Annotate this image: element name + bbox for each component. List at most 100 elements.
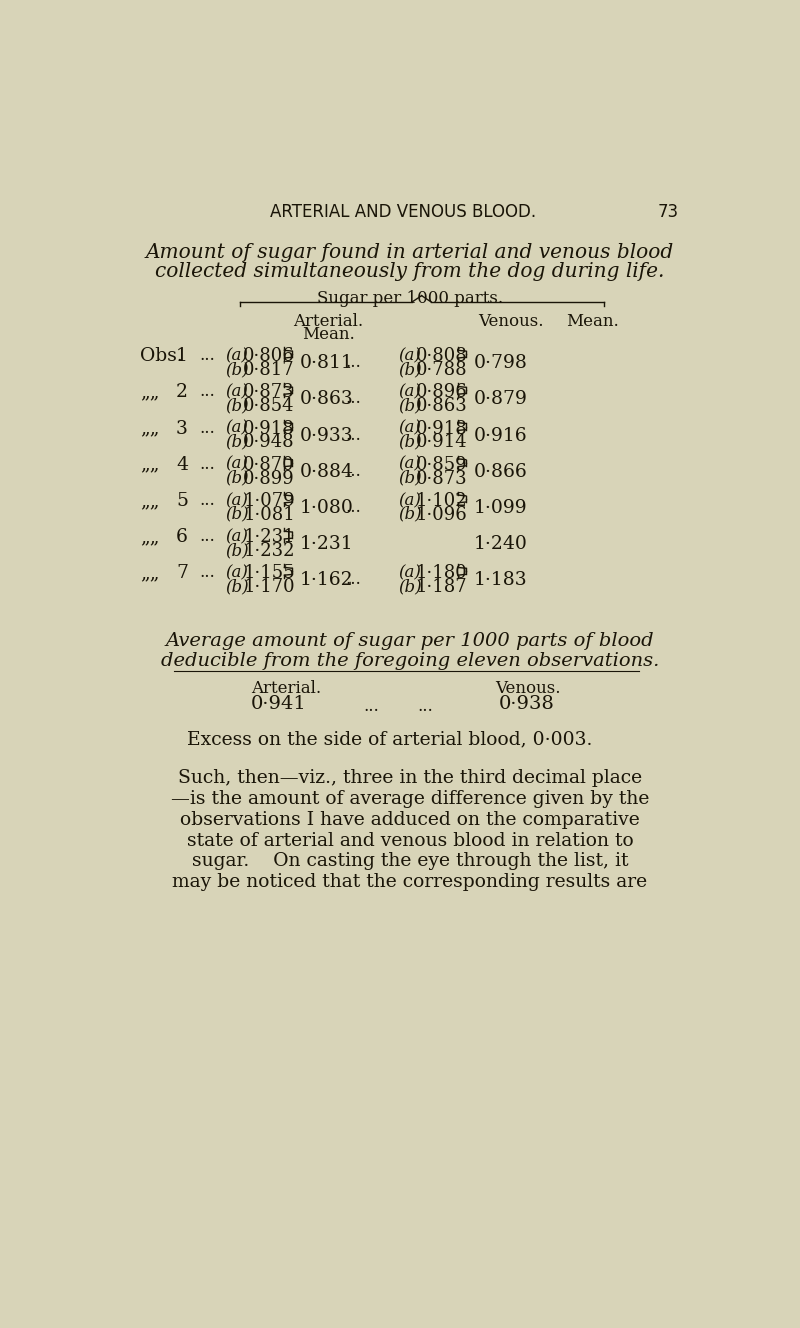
- Text: (b): (b): [226, 470, 249, 486]
- Text: 1·240: 1·240: [474, 535, 527, 554]
- Text: 1·080: 1·080: [300, 499, 354, 517]
- Text: ...: ...: [418, 697, 434, 714]
- Text: ...: ...: [199, 420, 215, 437]
- Text: Excess on the side of arterial blood, 0·003.: Excess on the side of arterial blood, 0·…: [187, 730, 592, 749]
- Text: (b): (b): [226, 397, 249, 414]
- Text: Amount of sugar found in arterial and venous blood: Amount of sugar found in arterial and ve…: [146, 243, 674, 262]
- Text: 73: 73: [658, 203, 679, 222]
- Text: ...: ...: [199, 564, 215, 582]
- Text: 0·859: 0·859: [416, 456, 468, 474]
- Text: (b): (b): [398, 397, 422, 414]
- Text: sugar.    On casting the eye through the list, it: sugar. On casting the eye through the li…: [192, 853, 628, 870]
- Text: (a): (a): [226, 420, 249, 437]
- Text: „„: „„: [140, 456, 160, 474]
- Text: 1·231: 1·231: [243, 529, 295, 546]
- Text: ...: ...: [345, 390, 361, 408]
- Text: ...: ...: [345, 355, 361, 371]
- Text: (a): (a): [226, 456, 249, 473]
- Text: 0·788: 0·788: [416, 361, 468, 378]
- Text: 1·081: 1·081: [243, 506, 295, 523]
- Text: 0·899: 0·899: [243, 470, 295, 487]
- Text: 0·884: 0·884: [300, 462, 354, 481]
- Text: (b): (b): [398, 433, 422, 450]
- Text: 0·854: 0·854: [243, 397, 295, 416]
- Text: Venous.: Venous.: [495, 680, 561, 697]
- Text: Such, then—viz., three in the third decimal place: Such, then—viz., three in the third deci…: [178, 769, 642, 788]
- Text: „„: „„: [140, 564, 160, 583]
- Text: 0·863: 0·863: [416, 397, 468, 416]
- Text: 3: 3: [176, 420, 188, 438]
- Text: 0·870: 0·870: [243, 456, 295, 474]
- Text: 0·914: 0·914: [416, 433, 468, 452]
- Text: (b): (b): [226, 433, 249, 450]
- Text: 1·162: 1·162: [300, 571, 354, 590]
- Text: 1·102: 1·102: [416, 491, 468, 510]
- Text: 0·879: 0·879: [474, 390, 527, 408]
- Text: Venous.: Venous.: [478, 313, 543, 331]
- Text: 0·798: 0·798: [474, 355, 527, 372]
- Text: Arterial.: Arterial.: [294, 313, 364, 331]
- Text: „„: „„: [140, 529, 160, 546]
- Text: 0·873: 0·873: [416, 470, 468, 487]
- Text: 5: 5: [176, 491, 188, 510]
- Text: 1·079: 1·079: [243, 491, 295, 510]
- Text: Mean.: Mean.: [302, 325, 355, 343]
- Text: 0·806: 0·806: [243, 347, 295, 365]
- Text: 0·808: 0·808: [416, 347, 468, 365]
- Text: 0·948: 0·948: [243, 433, 295, 452]
- Text: ARTERIAL AND VENOUS BLOOD.: ARTERIAL AND VENOUS BLOOD.: [270, 203, 537, 222]
- Text: 1·183: 1·183: [474, 571, 527, 590]
- Text: 1·180: 1·180: [416, 564, 468, 583]
- Text: —is the amount of average difference given by the: —is the amount of average difference giv…: [171, 790, 649, 807]
- Text: 1·099: 1·099: [474, 499, 527, 517]
- Text: 0·933: 0·933: [300, 426, 354, 445]
- Text: ...: ...: [363, 697, 379, 714]
- Text: 0·916: 0·916: [474, 426, 527, 445]
- Text: (a): (a): [398, 384, 422, 401]
- Text: 0·938: 0·938: [499, 696, 555, 713]
- Text: Arterial.: Arterial.: [251, 680, 322, 697]
- Text: ...: ...: [345, 426, 361, 444]
- Text: ...: ...: [199, 491, 215, 509]
- Text: state of arterial and venous blood in relation to: state of arterial and venous blood in re…: [186, 831, 634, 850]
- Text: 0·811: 0·811: [300, 355, 354, 372]
- Text: (a): (a): [226, 491, 249, 509]
- Text: (a): (a): [226, 384, 249, 401]
- Text: (b): (b): [398, 470, 422, 486]
- Text: 0·863: 0·863: [300, 390, 354, 408]
- Text: 0·918: 0·918: [416, 420, 468, 438]
- Text: (b): (b): [226, 506, 249, 523]
- Text: 7: 7: [176, 564, 188, 583]
- Text: ...: ...: [345, 571, 361, 588]
- Text: 0·873: 0·873: [243, 384, 295, 401]
- Text: ...: ...: [199, 347, 215, 364]
- Text: (a): (a): [226, 564, 249, 582]
- Text: 0·941: 0·941: [251, 696, 307, 713]
- Text: (b): (b): [226, 542, 249, 559]
- Text: 1·096: 1·096: [416, 506, 468, 523]
- Text: (a): (a): [398, 420, 422, 437]
- Text: 0·817: 0·817: [243, 361, 295, 378]
- Text: (a): (a): [398, 491, 422, 509]
- Text: „„: „„: [140, 491, 160, 510]
- Text: (a): (a): [398, 456, 422, 473]
- Text: 1·232: 1·232: [243, 542, 295, 560]
- Text: „„: „„: [140, 384, 160, 401]
- Text: deducible from the foregoing eleven observations.: deducible from the foregoing eleven obse…: [161, 652, 659, 671]
- Text: 6: 6: [176, 529, 188, 546]
- Text: Obs.: Obs.: [140, 347, 183, 365]
- Text: (a): (a): [398, 347, 422, 364]
- Text: 1·187: 1·187: [416, 578, 468, 596]
- Text: (b): (b): [226, 578, 249, 595]
- Text: Sugar per 1000 parts.: Sugar per 1000 parts.: [317, 291, 503, 307]
- Text: „„: „„: [140, 420, 160, 438]
- Text: (a): (a): [398, 564, 422, 582]
- Text: ...: ...: [199, 529, 215, 546]
- Text: (a): (a): [226, 529, 249, 546]
- Text: 0·866: 0·866: [474, 462, 527, 481]
- Text: 0·918: 0·918: [243, 420, 295, 438]
- Text: (b): (b): [398, 506, 422, 523]
- Text: ...: ...: [345, 499, 361, 517]
- Text: 1·155: 1·155: [243, 564, 295, 583]
- Text: (b): (b): [398, 578, 422, 595]
